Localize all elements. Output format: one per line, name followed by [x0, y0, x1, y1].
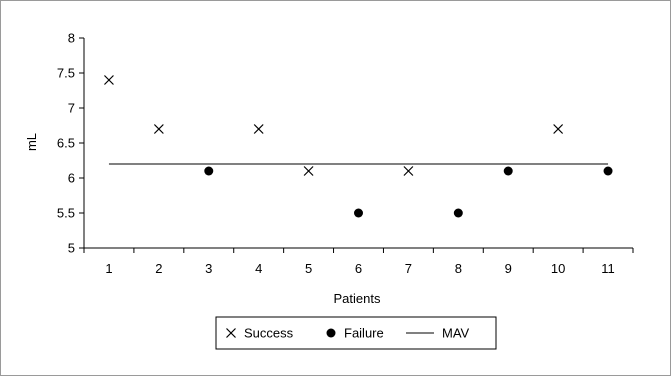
- failure-point: [503, 166, 513, 176]
- success-point: [104, 75, 114, 85]
- y-tick-label: 6: [68, 171, 75, 186]
- failure-point: [204, 166, 214, 176]
- x-tick-label: 4: [255, 261, 262, 276]
- x-tick-label: 8: [455, 261, 462, 276]
- cross-stroke: [403, 166, 414, 176]
- cross-stroke: [226, 328, 236, 338]
- y-axis-ticks: 5 5.5 6 6.5 7 7.5 8: [57, 31, 84, 256]
- cross-stroke: [253, 124, 264, 134]
- x-axis-ticks: 1 2 3 4 5 6 7 8 9 10 11: [83, 248, 634, 276]
- x-tick-label: 3: [205, 261, 212, 276]
- y-axis-title: mL: [24, 133, 39, 151]
- y-tick-label: 6.5: [57, 136, 75, 151]
- legend: Success Failure MAV: [215, 316, 497, 350]
- y-tick-label: 7.5: [57, 66, 75, 81]
- cross-stroke: [104, 75, 114, 85]
- x-tick-label: 11: [601, 261, 615, 276]
- failure-point: [453, 208, 463, 218]
- y-tick-label: 5.5: [57, 206, 75, 221]
- legend-failure-label: Failure: [344, 326, 384, 341]
- legend-failure-marker: [326, 328, 336, 338]
- x-tick-label: 10: [551, 261, 565, 276]
- x-tick-label: 2: [155, 261, 162, 276]
- legend-mav-label: MAV: [442, 326, 470, 341]
- success-point: [153, 124, 164, 134]
- success-point: [553, 124, 564, 134]
- data-marks: [104, 75, 613, 218]
- x-tick-label: 1: [105, 261, 112, 276]
- failure-point: [354, 208, 363, 218]
- x-axis-title: Patients: [334, 291, 381, 306]
- success-point: [403, 166, 414, 176]
- y-tick-label: 7: [68, 101, 75, 116]
- legend-box: [215, 316, 497, 350]
- y-tick-label: 8: [68, 31, 75, 46]
- failure-point: [603, 166, 613, 176]
- legend-success-label: Success: [244, 326, 294, 341]
- success-point: [303, 166, 314, 176]
- cross-stroke: [303, 166, 314, 176]
- legend-success-marker: [226, 328, 236, 338]
- y-tick-label: 5: [68, 241, 75, 256]
- success-point: [253, 124, 264, 134]
- cross-stroke: [153, 124, 164, 134]
- x-tick-label: 5: [305, 261, 312, 276]
- x-tick-label: 9: [505, 261, 512, 276]
- cross-stroke: [553, 124, 564, 134]
- x-tick-label: 6: [355, 261, 362, 276]
- x-tick-label: 7: [405, 261, 412, 276]
